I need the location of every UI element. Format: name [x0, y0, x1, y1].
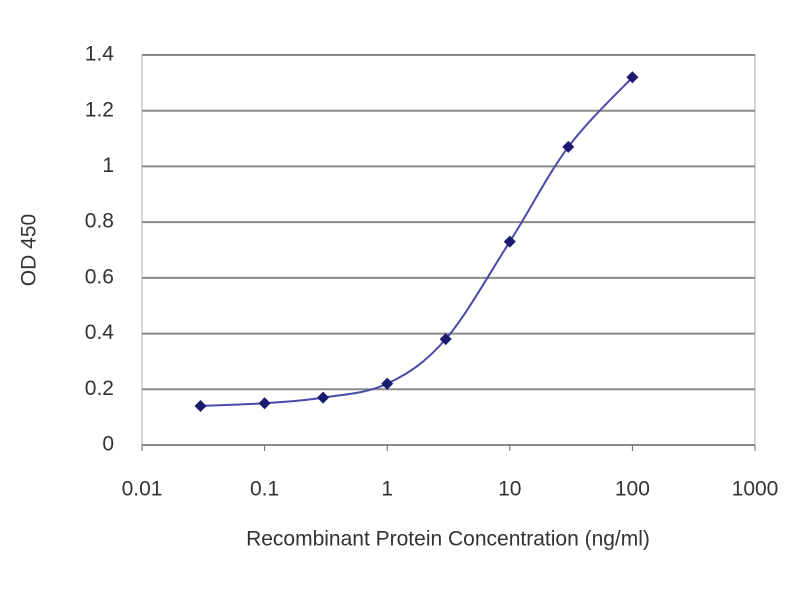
data-point — [317, 391, 330, 404]
data-point — [381, 377, 394, 390]
y-tick-label: 0.4 — [85, 321, 115, 344]
x-tick-label: 1000 — [732, 478, 779, 501]
x-tick-label: 100 — [615, 478, 650, 501]
x-tick-label: 10 — [498, 478, 521, 501]
y-tick-label: 1.4 — [85, 43, 115, 66]
y-axis-label: OD 450 — [18, 214, 41, 286]
y-tick-label: 1 — [102, 154, 114, 177]
x-tick-label: 0.01 — [122, 478, 163, 501]
y-tick-label: 0.2 — [85, 377, 114, 400]
y-tick-label: 0.6 — [85, 265, 114, 288]
data-point — [194, 400, 207, 412]
y-tick-label: 0 — [102, 433, 114, 456]
data-point — [503, 235, 516, 248]
y-tick-label: 1.2 — [85, 98, 114, 121]
data-point — [562, 140, 575, 153]
data-point — [626, 71, 639, 84]
data-line — [200, 76, 634, 407]
x-tick-label: 0.1 — [250, 478, 279, 501]
data-point — [439, 333, 452, 346]
x-axis-label: Recombinant Protein Concentration (ng/ml… — [246, 528, 650, 551]
plot-area — [141, 54, 756, 446]
y-tick-label: 0.8 — [85, 210, 114, 233]
x-tick-label: 1 — [381, 478, 393, 501]
data-point — [258, 397, 271, 410]
